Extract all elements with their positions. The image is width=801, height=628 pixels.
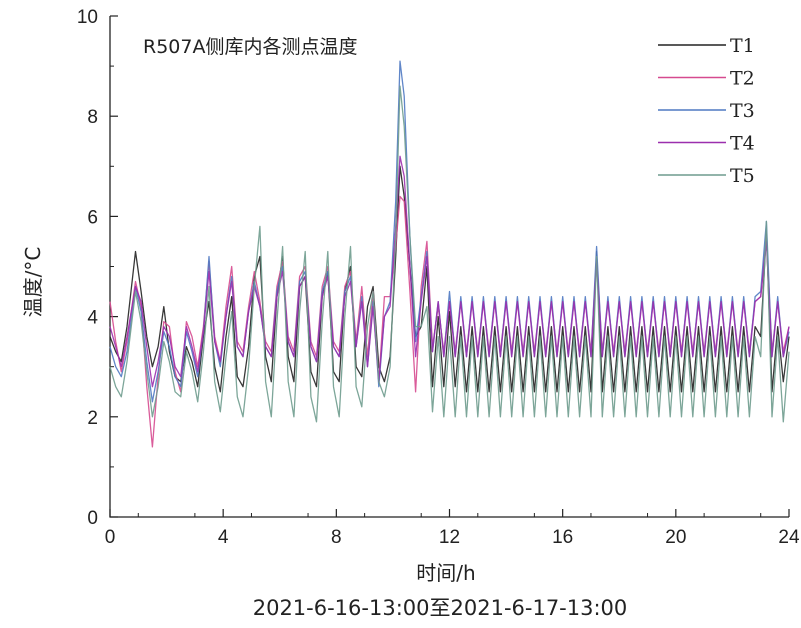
legend-label-t1: T1 — [730, 35, 755, 57]
y-axis-title: 温度/°C — [21, 247, 45, 318]
y-tick-label: 4 — [87, 308, 98, 329]
axes — [109, 16, 789, 518]
legend-label-t5: T5 — [730, 165, 755, 187]
y-tick-label: 10 — [77, 7, 98, 28]
series-line-t3 — [109, 60, 790, 403]
x-tick-label: 16 — [552, 527, 573, 548]
y-tick-label: 0 — [87, 508, 98, 529]
series-line-t1 — [109, 165, 790, 393]
y-tick-label: 2 — [87, 408, 98, 429]
series-lines — [109, 60, 790, 448]
time-range-caption: 2021-6-16-13:00至2021-6-17-13:00 — [253, 596, 628, 620]
y-axis-ticks: 0 2 4 6 8 10 — [77, 7, 118, 529]
x-tick-label: 12 — [439, 527, 460, 548]
legend-label-t3: T3 — [730, 100, 755, 122]
y-tick-label: 8 — [87, 107, 98, 128]
legend: T1 T2 T3 T4 T5 — [658, 35, 755, 187]
x-tick-label: 24 — [778, 527, 800, 548]
y-tick-label: 6 — [87, 207, 98, 228]
x-axis-title: 时间/h — [416, 561, 475, 585]
plot-frame — [109, 16, 789, 518]
x-axis-ticks: 0 4 8 12 16 20 24 — [105, 509, 800, 548]
series-line-t5 — [109, 85, 790, 423]
x-tick-label: 8 — [331, 527, 342, 548]
x-tick-label: 4 — [218, 527, 229, 548]
series-line-t2 — [109, 195, 790, 448]
chart-title: R507A侧库内各测点温度 — [143, 36, 357, 58]
series-line-t4 — [109, 155, 790, 388]
x-tick-label: 0 — [105, 527, 116, 548]
legend-label-t4: T4 — [730, 133, 755, 155]
legend-label-t2: T2 — [730, 68, 755, 90]
x-tick-label: 20 — [665, 527, 686, 548]
